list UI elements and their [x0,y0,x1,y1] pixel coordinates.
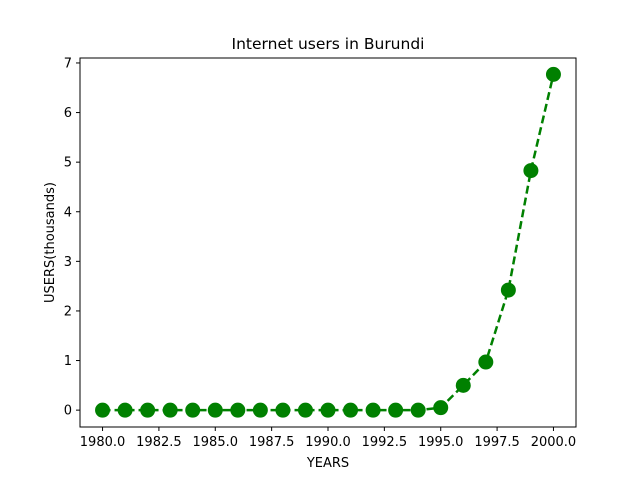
data-point-marker [185,402,201,418]
data-point-marker [433,400,449,416]
series-line [102,74,555,412]
data-point-marker [410,402,426,418]
y-tick-label: 1 [64,354,72,369]
data-point-marker [455,377,471,393]
y-tick-label: 0 [64,404,72,419]
data-point-marker [343,402,359,418]
y-tick-label: 2 [64,304,72,319]
y-tick-label: 6 [64,106,72,121]
data-point-marker [140,402,156,418]
y-axis-ticks: 0 1 2 3 4 5 6 7 [64,56,80,419]
data-point-marker [230,402,246,418]
x-axis-ticks: 1980.0 1982.5 1985.0 1987.5 1990.0 1992.5 1995… [80,427,576,450]
data-point-marker [500,282,516,298]
data-point-marker [252,402,268,418]
data-point-marker [207,402,223,418]
axes-frame [79,57,577,428]
x-tick-label: 1995.0 [418,435,464,450]
data-point-marker [545,66,561,82]
data-point-marker [365,402,381,418]
x-tick-label: 1985.0 [193,435,239,450]
y-tick-label: 7 [64,56,72,71]
y-axis-label: USERS(thousands) [43,182,58,303]
data-point-marker [320,402,336,418]
x-tick-label: 1987.5 [249,435,295,450]
data-point-marker [523,163,539,179]
series-layer [95,66,561,418]
data-point-marker [95,402,111,418]
y-tick-label: 5 [64,156,72,171]
data-point-marker [478,354,494,370]
x-tick-label: 2000.0 [531,435,577,450]
data-point-marker [297,402,313,418]
x-tick-label: 1980.0 [80,435,126,450]
data-point-marker [117,402,133,418]
data-point-marker [275,402,291,418]
x-tick-label: 1992.5 [362,435,408,450]
x-tick-label: 1997.5 [474,435,520,450]
x-tick-label: 1982.5 [136,435,182,450]
data-point-marker [162,402,178,418]
x-axis-label: YEARS [306,456,349,471]
y-tick-label: 4 [64,205,72,220]
chart-title: Internet users in Burundi [232,35,425,53]
x-tick-label: 1990.0 [305,435,351,450]
y-tick-label: 3 [64,255,72,270]
data-point-marker [388,402,404,418]
